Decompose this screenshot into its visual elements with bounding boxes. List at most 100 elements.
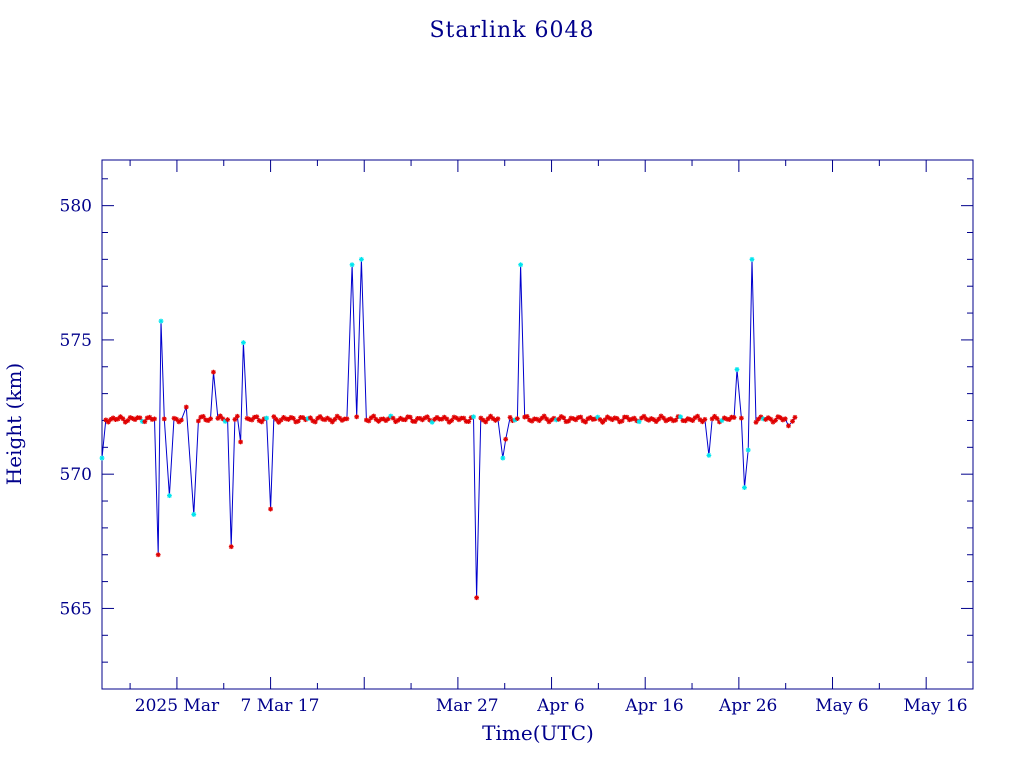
data-point-cyan	[678, 414, 683, 420]
data-point-red	[656, 416, 661, 422]
y-tick-label: 570	[60, 465, 92, 485]
height-line	[101, 259, 796, 598]
data-point-cyan	[349, 262, 355, 268]
data-point-cyan	[749, 256, 755, 262]
data-point-red	[478, 415, 484, 421]
series-height	[99, 256, 798, 601]
data-point-red	[461, 415, 467, 421]
data-point-red	[714, 416, 720, 421]
data-point-red	[205, 418, 211, 424]
data-point-red	[228, 544, 234, 550]
data-point-red	[155, 552, 161, 558]
data-point-red	[103, 417, 109, 423]
data-point-red	[295, 418, 301, 424]
data-point-red	[268, 506, 273, 512]
data-point-red	[600, 419, 605, 425]
data-point-cyan	[359, 256, 364, 262]
data-point-red	[142, 419, 148, 425]
data-point-red	[307, 415, 313, 421]
data-point-red	[424, 414, 430, 420]
data-point-cyan	[191, 512, 197, 517]
data-point-red	[561, 415, 567, 421]
y-axis-label: Height (km)	[2, 363, 26, 485]
y-tick-label: 565	[60, 599, 92, 619]
data-point-red	[366, 418, 372, 424]
data-point-red	[354, 414, 360, 420]
data-point-red	[507, 414, 513, 420]
x-tick-label: Mar 27	[436, 696, 499, 716]
data-point-red	[238, 439, 244, 445]
data-point-red	[225, 417, 230, 423]
data-point-cyan	[745, 447, 751, 453]
data-point-red	[536, 418, 542, 424]
data-point-red	[483, 419, 489, 425]
data-point-red	[753, 419, 759, 425]
x-axis: 2025 Mar 7 Mar 17 Mar 27 Apr 6 Apr 16 Apr 26 M…	[129, 160, 974, 716]
data-point-red	[614, 416, 620, 421]
data-point-cyan	[719, 418, 725, 423]
data-point-red	[385, 416, 391, 422]
data-point-red	[325, 415, 330, 421]
data-point-cyan	[734, 367, 740, 372]
x-tick-label: Apr 26	[718, 696, 777, 716]
data-point-cyan	[742, 485, 747, 491]
data-point-red	[220, 416, 226, 422]
data-point-red	[200, 413, 206, 419]
data-point-cyan	[500, 455, 506, 461]
data-point-red	[427, 417, 433, 423]
data-point-red	[514, 416, 520, 422]
data-point-red	[782, 416, 788, 422]
data-point-cyan	[595, 414, 601, 420]
data-point-red	[690, 418, 696, 423]
data-point-cyan	[518, 262, 524, 268]
x-tick-label: 7 Mar 17	[240, 696, 319, 716]
data-point-cyan	[471, 414, 476, 420]
data-point-cyan	[241, 340, 246, 345]
data-point-red	[211, 369, 216, 375]
data-point-red	[137, 415, 143, 421]
data-point-red	[786, 423, 791, 429]
data-point-red	[217, 413, 223, 419]
data-point-red	[344, 416, 350, 422]
data-point-red	[120, 416, 126, 422]
data-point-red	[407, 414, 413, 420]
data-point-red	[312, 419, 318, 425]
x-tick-label: May 6	[815, 696, 868, 716]
data-point-red	[232, 417, 238, 422]
data-point-red	[152, 416, 157, 422]
data-point-red	[790, 418, 795, 424]
plot-frame	[101, 159, 974, 690]
data-point-cyan	[264, 415, 269, 421]
data-point-red	[646, 417, 652, 423]
y-tick-label: 575	[60, 331, 92, 351]
data-point-red	[738, 415, 744, 421]
data-point-red	[208, 416, 213, 422]
data-point-red	[474, 595, 480, 601]
data-point-red	[183, 404, 189, 410]
data-point-red	[449, 418, 455, 423]
data-point-red	[773, 417, 778, 423]
data-point-cyan	[158, 318, 164, 324]
data-point-red	[770, 419, 776, 425]
data-point-red	[466, 419, 472, 424]
data-point-red	[495, 416, 501, 422]
data-point-red	[234, 413, 240, 419]
data-point-red	[702, 416, 708, 422]
data-point-red	[390, 415, 396, 421]
data-point-red	[371, 413, 377, 419]
x-axis-label: Time(UTC)	[482, 721, 594, 745]
data-point-red	[444, 416, 450, 422]
data-point-red	[434, 414, 440, 420]
chart-title: Starlink 6048	[429, 18, 594, 43]
data-point-red	[578, 414, 584, 420]
x-tick-label: 2025 Mar	[135, 696, 220, 716]
data-point-red	[503, 436, 509, 442]
data-point-red	[524, 413, 530, 419]
x-tick-label: Apr 6	[536, 696, 585, 716]
data-point-cyan	[99, 455, 105, 461]
data-point-red	[695, 413, 700, 419]
x-tick-label: May 16	[903, 696, 967, 716]
data-point-red	[254, 414, 260, 420]
data-point-red	[653, 419, 659, 424]
